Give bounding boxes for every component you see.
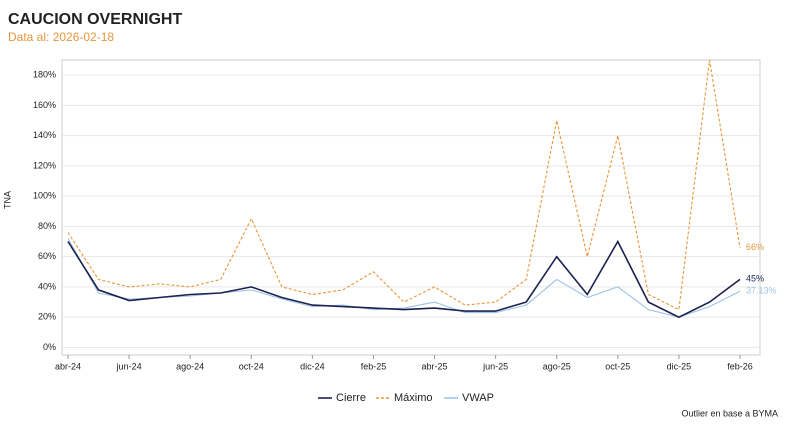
x-tick-label: ago-25 — [543, 361, 571, 371]
end-label: 37.13% — [746, 286, 777, 296]
chart-subtitle: Data al: 2026-02-18 — [8, 30, 114, 44]
x-tick-label: abr-24 — [55, 361, 81, 371]
x-tick-label: feb-26 — [727, 361, 753, 371]
note: Outlier en base a BYMA — [681, 408, 778, 418]
x-tick-label: oct-24 — [239, 361, 264, 371]
x-tick-label: jun-24 — [116, 361, 142, 371]
legend-label: Máximo — [394, 392, 433, 404]
x-tick-label: abr-25 — [422, 361, 448, 371]
y-tick-label: 100% — [33, 191, 56, 201]
plot-frame — [61, 59, 761, 356]
x-tick-label: dic-24 — [300, 361, 325, 371]
end-label: 66% — [746, 242, 764, 252]
legend-label: VWAP — [462, 392, 494, 404]
x-tick-label: oct-25 — [605, 361, 630, 371]
series-line — [67, 239, 741, 319]
y-tick-label: 140% — [33, 130, 56, 140]
y-tick-label: 0% — [43, 342, 56, 352]
y-axis-label: TNA — [2, 191, 12, 209]
y-tick-label: 120% — [33, 160, 56, 170]
x-tick-label: dic-25 — [667, 361, 692, 371]
x-tick-label: ago-24 — [176, 361, 204, 371]
x-tick-label: jun-25 — [482, 361, 508, 371]
series-line — [67, 238, 741, 318]
y-tick-label: 40% — [38, 281, 56, 291]
y-tick-label: 20% — [38, 312, 56, 322]
y-tick-label: 60% — [38, 251, 56, 261]
y-tick-label: 160% — [33, 100, 56, 110]
y-tick-label: 180% — [33, 70, 56, 80]
end-label: 45% — [746, 274, 764, 284]
x-tick-label: feb-25 — [361, 361, 387, 371]
chart-title: CAUCION OVERNIGHT — [8, 11, 182, 28]
legend-label: Cierre — [336, 392, 366, 404]
series-line — [67, 59, 741, 311]
y-tick-label: 80% — [38, 221, 56, 231]
